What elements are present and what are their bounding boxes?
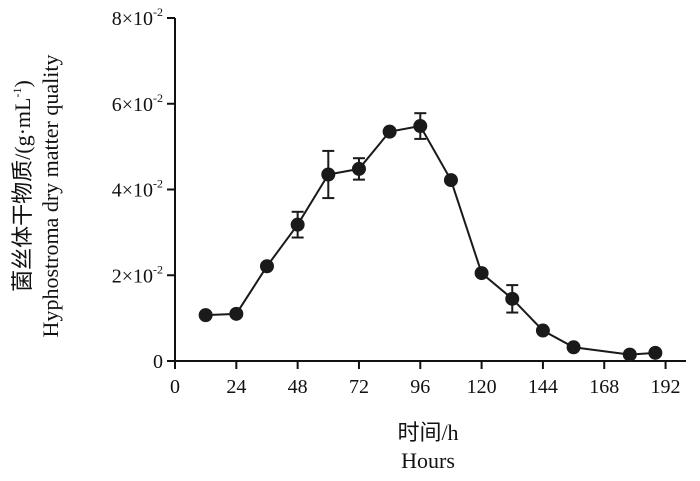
y-tick-label: 4×10-2 [112,177,163,202]
x-tick-label: 168 [589,376,619,398]
x-tick-label: 24 [226,376,246,398]
data-point [535,323,550,338]
y-tick-label-exponent: -2 [153,91,163,105]
data-point [198,308,213,323]
x-tick-label: 192 [651,376,681,398]
y-tick-label-exponent: -2 [153,177,163,191]
y-tick-label: 2×10-2 [112,262,163,287]
data-point [648,345,663,360]
y-tick-label-base: 2×10 [112,265,153,287]
axes [174,18,686,362]
series [198,112,663,362]
data-point [382,124,397,139]
data-point [229,306,244,321]
x-axis-label-en: Hours [401,448,455,473]
x-tick-label: 0 [170,376,180,398]
data-point [290,217,305,232]
y-tick-label-exponent: -2 [153,5,163,19]
data-point [351,161,366,176]
y-tick-label: 0 [153,351,163,373]
x-tick-label: 72 [349,376,369,398]
y-axis-label-cn: 菌丝体干物质/(g·mL-1) [10,80,35,292]
data-point [321,167,336,182]
data-point [622,347,637,362]
y-tick-label-base: 6×10 [112,94,153,116]
y-ticks: 02×10-24×10-26×10-28×10-2 [112,5,175,373]
x-tick-label: 96 [410,376,430,398]
y-axis-label-en: Hyphostroma dry matter quality [38,55,63,338]
data-point [413,119,428,134]
y-axis-label-cn-main: 菌丝体干物质/(g·mL [10,98,35,292]
x-tick-label: 120 [467,376,497,398]
data-point [259,259,274,274]
series-line [205,124,656,356]
y-axis-label-close: ) [10,80,35,87]
x-axis-label-cn: 时间/h [397,420,458,445]
y-tick-label: 6×10-2 [112,91,163,116]
y-axis-label-unit-sup: -1 [10,88,24,98]
x-tick-label: 48 [288,376,308,398]
data-point [443,173,458,188]
y-tick-label-base: 8×10 [112,8,153,30]
data-point [566,340,581,355]
data-point [474,266,489,281]
y-tick-label: 8×10-2 [112,5,163,30]
x-tick-label: 144 [528,376,558,398]
y-tick-label-exponent: -2 [153,262,163,276]
data-point [505,291,520,306]
y-tick-label-base: 4×10 [112,180,153,202]
x-ticks: 0 24 48 72 96 120 144 168 192 [170,361,681,398]
